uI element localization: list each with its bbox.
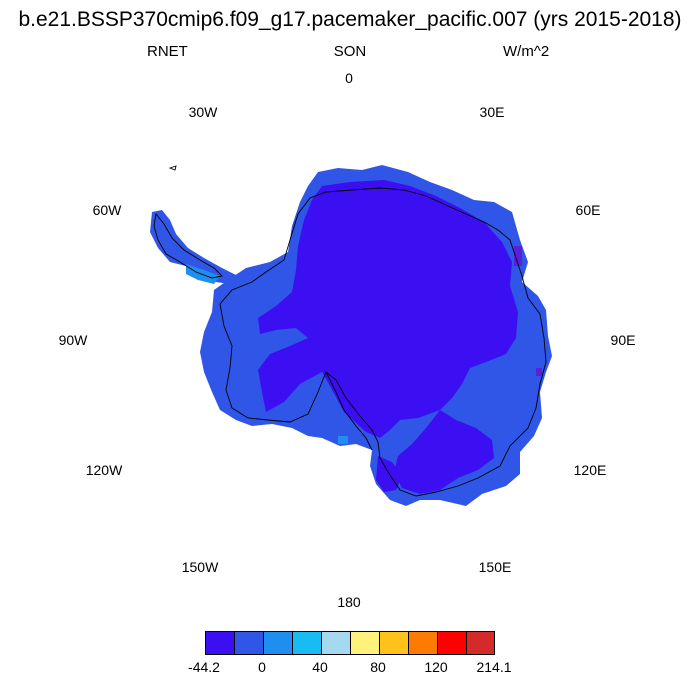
lon-label-90e: 90E [610,332,636,348]
colorbar-swatch [408,631,437,655]
interior-east-lobe [394,410,494,494]
lon-label-150w: 150W [181,559,219,575]
lon-label-150e: 150E [478,559,512,575]
coastline [153,165,547,497]
coastline-peninsula [153,212,223,279]
continent-interior [258,180,518,438]
colorbar-tick-label: -44.2 [188,659,220,675]
colorbar-swatch [379,631,408,655]
variable-label: RNET [147,43,188,60]
antarctic-peninsula [150,210,238,284]
lon-label-180: 180 [337,594,361,610]
colorbar-tick-label: 40 [312,659,328,675]
island-outline [168,165,177,171]
lon-label-0: 0 [345,70,353,86]
coastline-main [219,187,547,497]
season-label: SON [333,43,367,60]
bright-coastal-spot [338,436,348,444]
units-label: W/m^2 [503,43,550,60]
colorbar-tick-label: 214.1 [476,659,512,675]
lon-label-30w: 30W [188,104,218,120]
colorbar-swatch [205,631,234,655]
colorbar-tick-label: 0 [258,659,266,675]
colorbar-swatch [437,631,466,655]
lon-label-90w: 90W [58,332,88,348]
lon-label-120e: 120E [573,462,607,478]
colorbar-swatch [263,631,292,655]
lon-label-60e: 60E [575,202,601,218]
colorbar-tick-label: 80 [370,659,386,675]
peninsula-bright-patch [186,264,220,284]
lon-label-30e: 30E [479,104,505,120]
plot-title: b.e21.BSSP370cmip6.f09_g17.pacemaker_pac… [18,8,682,31]
colorbar-swatch [350,631,379,655]
lon-label-60w: 60W [92,202,122,218]
lon-label-120w: 120W [85,462,123,478]
colorbar-swatch [292,631,321,655]
colorbar-swatch [234,631,263,655]
ice-shelf-ross [325,371,373,451]
colorbar-tick-label: 120 [424,659,448,675]
colorbar-swatch [321,631,350,655]
rnet-field [150,165,552,506]
dark-coastal-spot [514,246,522,266]
dark-coastal-spot [536,368,542,376]
colorbar-swatch [466,631,495,655]
